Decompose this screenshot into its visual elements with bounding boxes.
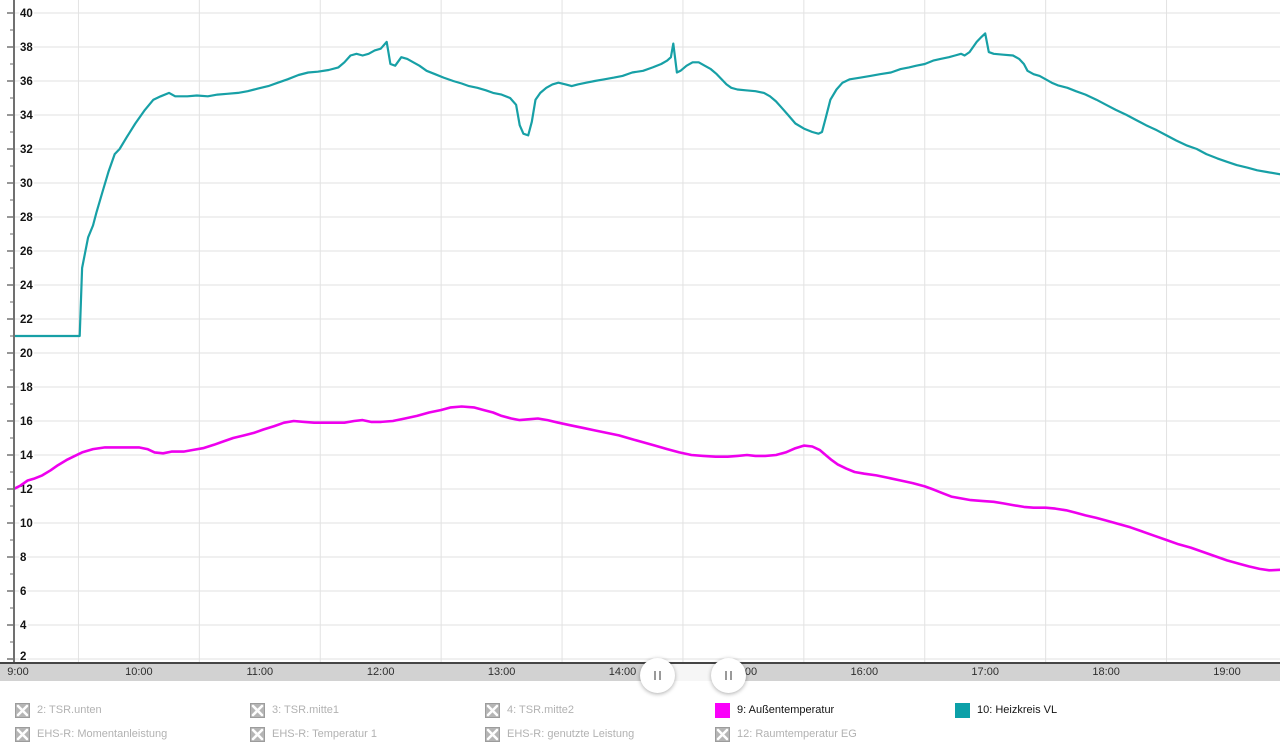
legend-item-label: 10: Heizkreis VL (977, 704, 1058, 716)
legend-item[interactable]: EHS-R: genutzte Leistung (485, 726, 634, 742)
time-axis-label: 19:00 (1213, 666, 1241, 678)
time-axis-label: 11:00 (246, 666, 274, 678)
legend-item-label: EHS-R: Temperatur 1 (272, 728, 377, 740)
y-axis-label: 40 (20, 8, 33, 20)
y-axis-label: 8 (20, 552, 27, 564)
y-axis-label: 16 (20, 416, 33, 428)
legend-item-label: 9: Außentemperatur (737, 704, 835, 716)
legend-item-label: 12: Raumtemperatur EG (737, 728, 857, 740)
line-chart: 40 38 36 34 32 30 28 26 24 22 20 18 16 14 12 10 8 6 4 2 (0, 0, 1280, 664)
checkbox-x-icon (485, 702, 500, 718)
y-axis-label: 28 (20, 212, 33, 224)
y-axis-label: 12 (20, 484, 33, 496)
y-axis-label: 4 (20, 620, 27, 632)
time-axis-label: 18:00 (1092, 666, 1120, 678)
time-axis-label: 10:00 (125, 666, 153, 678)
checkbox-x-icon (15, 726, 30, 742)
checkbox-x-icon (485, 726, 500, 742)
checkbox-x-icon (715, 726, 730, 742)
color-swatch (715, 702, 730, 718)
time-axis-label: 17:00 (971, 666, 999, 678)
legend-item[interactable]: EHS-R: Temperatur 1 (250, 726, 377, 742)
legend-item[interactable]: 3: TSR.mitte1 (250, 702, 339, 718)
legend-item[interactable]: 10: Heizkreis VL (955, 702, 1057, 718)
y-axis-label: 34 (20, 110, 33, 122)
y-axis-label: 2 (20, 651, 26, 663)
time-axis-label: 14:00 (608, 666, 637, 678)
legend-item[interactable]: 9: Außentemperatur (715, 702, 834, 718)
checkbox-x-icon (250, 702, 265, 718)
pause-icon (658, 671, 661, 680)
legend-item[interactable]: 4: TSR.mitte2 (485, 702, 574, 718)
time-axis-label: 13:00 (487, 666, 516, 678)
color-swatch (955, 702, 970, 718)
checkbox-x-icon (15, 702, 30, 718)
legend-item[interactable]: 2: TSR.unten (15, 702, 102, 718)
y-axis-label: 10 (20, 518, 33, 530)
checkbox-x-icon (250, 726, 265, 742)
y-axis-label: 14 (20, 450, 33, 462)
time-axis-label: 12:00 (366, 666, 395, 678)
legend-item-label: 4: TSR.mitte2 (507, 704, 575, 716)
y-axis-line (13, 0, 15, 664)
range-handle-left[interactable] (639, 658, 675, 693)
time-axis-label: 9:00 (7, 666, 29, 678)
pause-icon (653, 671, 656, 680)
legend-item[interactable]: 12: Raumtemperatur EG (715, 726, 857, 742)
y-axis-label: 36 (20, 76, 33, 88)
legend-item-label: EHS-R: genutzte Leistung (507, 728, 635, 740)
time-axis-label: 16:00 (850, 666, 879, 678)
y-axis-label: 32 (20, 144, 33, 156)
legend-item[interactable]: EHS-R: Momentanleistung (15, 726, 167, 742)
legend-item-label: 3: TSR.mitte1 (272, 704, 340, 716)
y-axis-label: 20 (20, 348, 33, 360)
y-axis-label: 22 (20, 314, 33, 326)
legend-item-label: EHS-R: Momentanleistung (37, 728, 168, 740)
pause-icon (724, 671, 727, 680)
y-axis-label: 30 (20, 178, 33, 190)
legend-item-label: 2: TSR.unten (37, 704, 102, 716)
y-axis-label: 18 (20, 382, 33, 394)
series-line-aussentemperatur (15, 405, 1280, 572)
x-axis-line (0, 662, 1280, 664)
range-handle-right[interactable] (710, 658, 746, 693)
y-axis-label: 24 (20, 280, 33, 292)
y-axis-label: 26 (20, 246, 33, 258)
y-axis-label: 6 (20, 586, 26, 598)
y-axis-label: 38 (20, 42, 33, 54)
pause-icon (729, 671, 732, 680)
series-line-heizkreis-vl (15, 32, 1280, 338)
